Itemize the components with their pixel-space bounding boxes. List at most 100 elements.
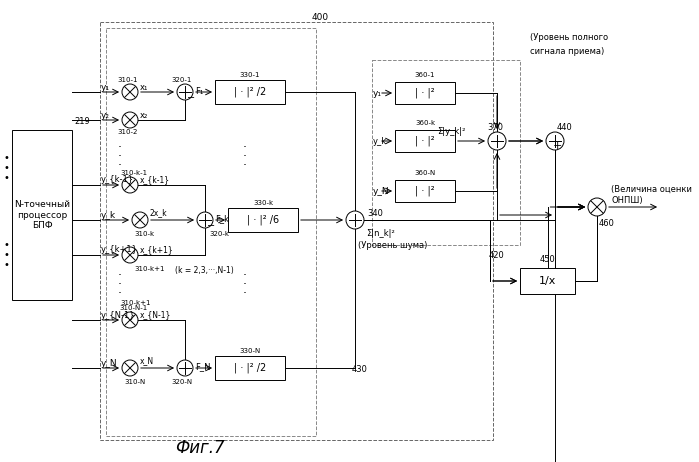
Circle shape <box>177 360 193 376</box>
Bar <box>520 268 575 294</box>
Bar <box>215 80 285 104</box>
Text: •: • <box>3 163 9 173</box>
Text: y₁: y₁ <box>101 83 110 91</box>
Text: −: − <box>207 221 215 231</box>
Text: 310-2: 310-2 <box>118 129 138 135</box>
Text: 440: 440 <box>557 122 572 132</box>
Text: 310-k+1: 310-k+1 <box>120 300 150 306</box>
Text: 320-N: 320-N <box>171 379 192 385</box>
Circle shape <box>122 84 138 100</box>
Text: 340: 340 <box>367 209 383 219</box>
Text: 400: 400 <box>312 12 329 22</box>
Text: | · |²: | · |² <box>415 186 435 196</box>
Text: (k = 2,3,···,N-1): (k = 2,3,···,N-1) <box>175 266 233 274</box>
Text: ·: · <box>243 151 247 164</box>
Text: | · |² /2: | · |² /2 <box>234 363 266 373</box>
Text: y_{k-1}: y_{k-1} <box>101 176 134 184</box>
Text: ·: · <box>118 151 122 164</box>
Text: ·: · <box>118 287 122 300</box>
Bar <box>395 82 455 104</box>
Text: y_k: y_k <box>373 136 387 146</box>
Text: ·: · <box>118 141 122 154</box>
Text: y_N: y_N <box>373 187 389 195</box>
Text: 310-1: 310-1 <box>117 77 138 83</box>
Circle shape <box>177 84 193 100</box>
Circle shape <box>488 132 506 150</box>
Text: x₁: x₁ <box>140 83 148 91</box>
Text: F₁: F₁ <box>195 86 203 96</box>
Bar <box>215 356 285 380</box>
Circle shape <box>132 212 148 228</box>
Text: ·: · <box>118 269 122 282</box>
Text: 320-k: 320-k <box>209 231 229 237</box>
Text: (Уровень шума): (Уровень шума) <box>358 242 427 250</box>
Text: •: • <box>3 250 9 260</box>
Text: ·: · <box>243 287 247 300</box>
Text: +: + <box>552 141 562 151</box>
Circle shape <box>346 211 364 229</box>
Text: y₁: y₁ <box>373 89 382 97</box>
Bar <box>228 208 298 232</box>
Text: ·: · <box>243 141 247 154</box>
Text: сигнала приема): сигнала приема) <box>530 48 604 56</box>
Circle shape <box>197 212 213 228</box>
Text: (Величина оценки: (Величина оценки <box>611 184 692 194</box>
Text: y_{k+1}: y_{k+1} <box>101 245 138 255</box>
Text: 320-1: 320-1 <box>172 77 192 83</box>
Text: −: − <box>187 93 195 103</box>
Text: ·: · <box>243 159 247 172</box>
Circle shape <box>588 198 606 216</box>
Text: y_k: y_k <box>101 211 116 219</box>
Text: ·: · <box>243 279 247 292</box>
Text: 2x_k: 2x_k <box>150 208 168 218</box>
Text: F_k: F_k <box>215 214 229 224</box>
Text: 330-k: 330-k <box>253 200 273 206</box>
Text: x₂: x₂ <box>140 110 148 120</box>
Text: N-точечный
процессор
БПФ: N-точечный процессор БПФ <box>14 200 70 230</box>
Text: ·: · <box>243 269 247 282</box>
Text: 360-k: 360-k <box>415 120 435 126</box>
Text: 219: 219 <box>74 117 89 127</box>
Text: F_N: F_N <box>195 363 210 371</box>
Text: | · |²: | · |² <box>415 136 435 146</box>
Text: •: • <box>3 153 9 163</box>
Text: 310-N-1: 310-N-1 <box>120 305 148 311</box>
Circle shape <box>122 360 138 376</box>
Text: Σ|y_k|²: Σ|y_k|² <box>437 127 466 135</box>
Text: y₂: y₂ <box>101 110 110 120</box>
Text: 370: 370 <box>487 122 503 132</box>
Bar <box>372 60 520 245</box>
Text: (Уровень полного: (Уровень полного <box>530 34 608 43</box>
Text: | · |² /2: | · |² /2 <box>234 87 266 97</box>
Text: 450: 450 <box>540 255 556 265</box>
Bar <box>100 22 493 440</box>
Text: •: • <box>3 260 9 270</box>
Text: x_{k+1}: x_{k+1} <box>140 245 174 255</box>
Circle shape <box>122 177 138 193</box>
Text: •: • <box>3 240 9 250</box>
Circle shape <box>122 112 138 128</box>
Text: 310-k-1: 310-k-1 <box>120 170 147 176</box>
Text: ·: · <box>118 279 122 292</box>
Text: x_{k-1}: x_{k-1} <box>140 176 170 184</box>
Text: 1/x: 1/x <box>539 276 556 286</box>
Circle shape <box>546 132 564 150</box>
Text: y_N: y_N <box>101 359 117 367</box>
Text: | · |² /6: | · |² /6 <box>247 215 279 225</box>
Text: ОНПШ): ОНПШ) <box>611 196 642 206</box>
Text: ·: · <box>118 159 122 172</box>
Bar <box>106 28 316 436</box>
Text: 360-N: 360-N <box>415 170 435 176</box>
Circle shape <box>122 312 138 328</box>
Text: 360-1: 360-1 <box>415 72 435 78</box>
Text: 330-1: 330-1 <box>240 72 260 78</box>
Bar <box>395 180 455 202</box>
Text: Фиг.7: Фиг.7 <box>175 439 225 457</box>
Text: 420: 420 <box>489 250 505 260</box>
Text: 310-N: 310-N <box>124 379 145 385</box>
Bar <box>12 130 72 300</box>
Text: 330-N: 330-N <box>239 348 261 354</box>
Text: y_{N-1}: y_{N-1} <box>101 310 136 320</box>
Text: x_{N-1}: x_{N-1} <box>140 310 171 320</box>
Circle shape <box>122 247 138 263</box>
